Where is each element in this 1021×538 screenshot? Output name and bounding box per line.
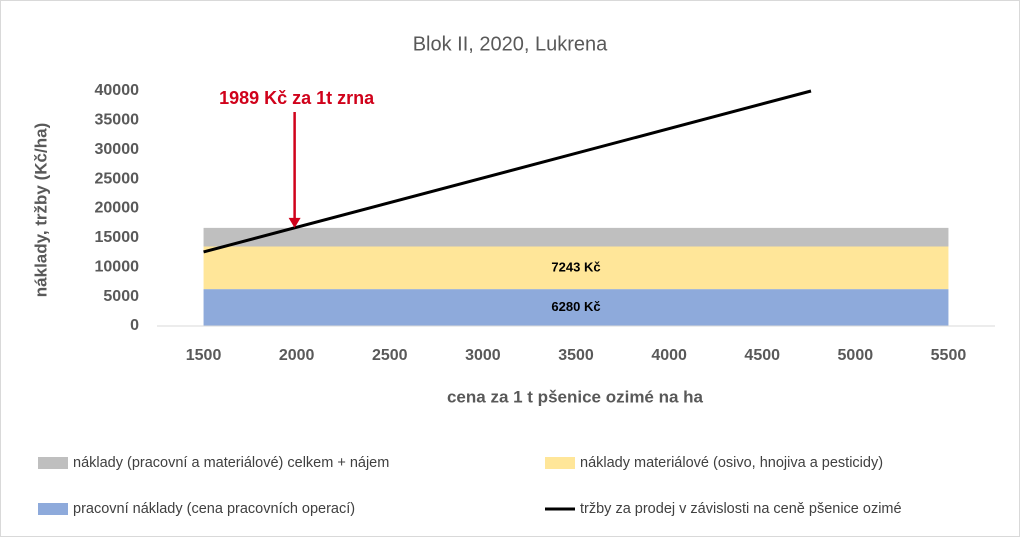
y-tick-label: 15000: [95, 229, 140, 246]
y-tick-label: 20000: [95, 200, 140, 217]
x-tick-label: 4500: [744, 347, 780, 364]
y-axis-label: náklady, tržby (Kč/ha): [31, 123, 50, 297]
x-tick-label: 5500: [931, 347, 967, 364]
annotation: 1989 Kč za 1t zrna: [219, 88, 375, 108]
x-tick-label: 5000: [838, 347, 874, 364]
data-label: 7243 Kč: [551, 259, 600, 274]
area: [203, 246, 949, 290]
annotation-arrowhead: [288, 217, 301, 228]
legend-swatch: [545, 457, 575, 469]
area: [203, 289, 949, 326]
legend-swatch: [38, 503, 68, 515]
legend-label: pracovní náklady (cena pracovních operac…: [73, 501, 355, 517]
x-tick-label: 4000: [651, 347, 687, 364]
legend-label: náklady materiálové (osivo, hnojiva a pe…: [580, 455, 883, 471]
y-tick-label: 10000: [95, 258, 140, 275]
x-tick-label: 3500: [558, 347, 594, 364]
legend-swatch: [38, 457, 68, 469]
data-label: 6280 Kč: [551, 299, 600, 314]
legend-label: náklady (pracovní a materiálové) celkem …: [73, 455, 389, 471]
y-tick-label: 40000: [95, 82, 140, 99]
x-tick-label: 1500: [186, 347, 222, 364]
chart-title: Blok II, 2020, Lukrena: [413, 33, 608, 55]
x-tick-label: 2000: [279, 347, 315, 364]
y-tick-label: 35000: [95, 112, 140, 129]
x-tick-label: 3000: [465, 347, 501, 364]
y-tick-label: 5000: [103, 288, 139, 305]
line: [203, 89, 812, 254]
y-tick-label: 30000: [95, 141, 140, 158]
x-axis-label: cena za 1 t pšenice ozimé na ha: [447, 387, 704, 406]
x-tick-label: 2500: [372, 347, 408, 364]
area: [203, 227, 949, 247]
y-tick-label: 0: [130, 317, 139, 334]
legend-label: tržby za prodej v závislosti na ceně pše…: [580, 501, 902, 517]
y-tick-label: 25000: [95, 170, 140, 187]
